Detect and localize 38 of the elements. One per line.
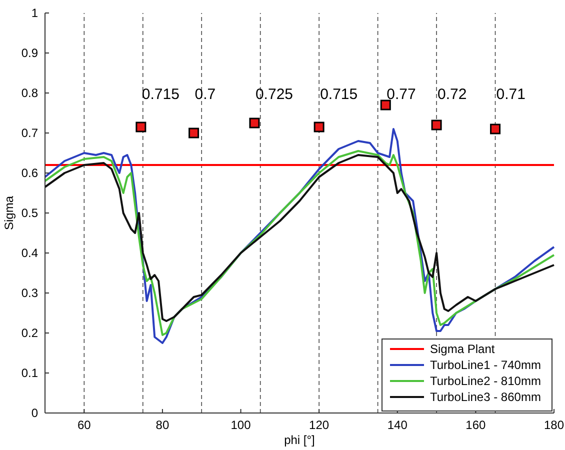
y-tick-label: 0.3 <box>21 286 38 300</box>
x-tick-label: 180 <box>544 418 564 432</box>
data-label: 0.715 <box>320 86 358 103</box>
data-label: 0.715 <box>142 86 180 103</box>
data-label: 0.71 <box>496 86 526 103</box>
y-tick-label: 0.7 <box>21 126 38 140</box>
y-tick-label: 0.8 <box>21 86 38 100</box>
y-tick-label: 0 <box>31 406 38 420</box>
x-tick-label: 100 <box>230 418 252 432</box>
legend-label: TurboLine1 - 740mm <box>430 358 541 372</box>
point <box>490 124 501 134</box>
x-tick-label: 120 <box>309 418 330 432</box>
data-label: 0.77 <box>386 86 416 103</box>
x-tick-label: 60 <box>77 418 92 432</box>
x-tick-label: 140 <box>387 418 408 432</box>
x-axis-title: phi [°] <box>284 433 315 447</box>
y-tick-label: 0.6 <box>21 166 38 180</box>
y-axis-title: Sigma <box>2 196 16 230</box>
point <box>314 122 324 132</box>
data-label: 0.72 <box>438 86 467 103</box>
legend-label: TurboLine3 - 860mm <box>430 390 541 404</box>
point <box>188 128 200 138</box>
y-tick-label: 0.5 <box>21 206 38 220</box>
point <box>136 122 146 132</box>
point <box>249 118 260 128</box>
y-tick-label: 0.4 <box>21 246 38 260</box>
y-tick-label: 0.9 <box>21 46 38 60</box>
x-tick-label: 160 <box>466 418 486 432</box>
point <box>431 120 442 130</box>
x-tick-label: 80 <box>156 418 170 432</box>
point <box>380 100 391 110</box>
legend-label: Sigma Plant <box>430 342 496 356</box>
data-label: 0.725 <box>255 86 294 103</box>
data-label: 0.7 <box>194 86 216 103</box>
y-tick-label: 1 <box>31 6 38 20</box>
legend-label: TurboLine2 - 810mm <box>430 374 541 388</box>
y-tick-label: 0.2 <box>21 326 38 340</box>
y-tick-label: 0.1 <box>21 366 38 380</box>
